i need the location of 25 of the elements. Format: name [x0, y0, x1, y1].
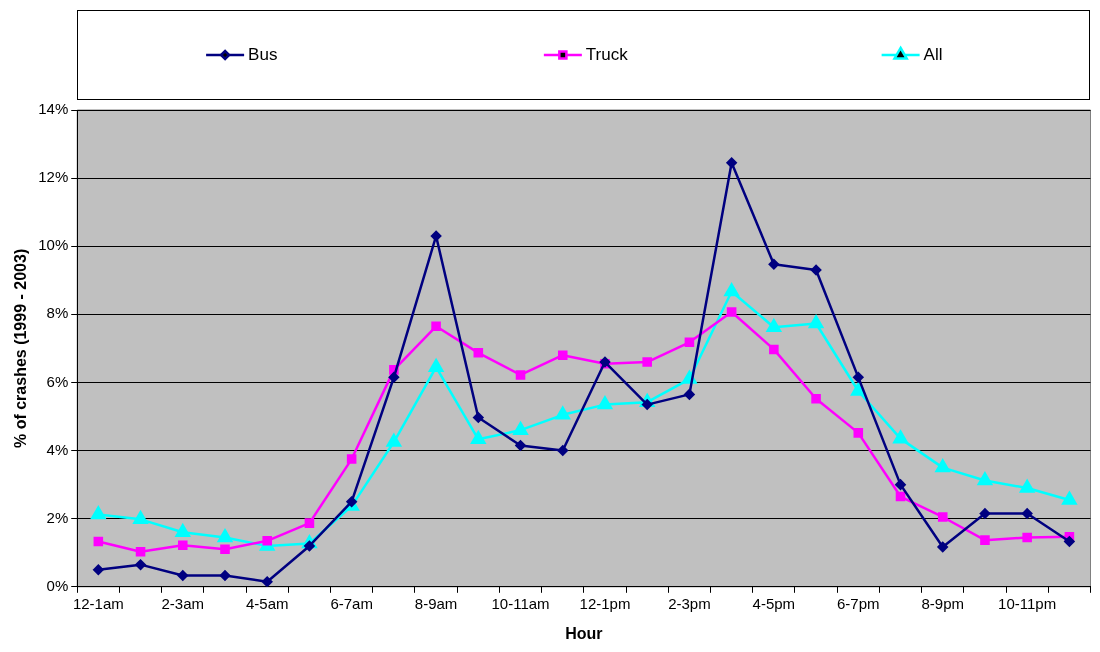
x-tick-label: 2-3pm: [668, 594, 711, 612]
x-tick-label: 4-5am: [245, 594, 289, 612]
x-tick-label: 10-11pm: [998, 594, 1057, 612]
legend-label: All: [923, 44, 943, 64]
y-tick-label: 4%: [46, 440, 69, 458]
y-tick-label: 2%: [46, 508, 69, 526]
x-tick-label: 12-1am: [72, 594, 124, 612]
x-axis-title: Hour: [565, 624, 603, 642]
x-tick-label: 6-7pm: [837, 594, 880, 612]
legend-label: Bus: [248, 44, 278, 64]
y-tick-label: 8%: [46, 304, 69, 322]
x-tick-label: 4-5pm: [752, 594, 796, 612]
x-tick-label: 8-9pm: [921, 594, 964, 612]
y-tick-label: 10%: [38, 236, 69, 254]
y-tick-label: 14%: [38, 100, 69, 118]
x-tick-label: 6-7am: [330, 594, 373, 612]
y-tick-label: 12%: [38, 168, 69, 186]
x-tick-label: 8-9am: [414, 594, 458, 612]
x-tick-label: 2-3am: [161, 594, 205, 612]
y-tick-label: 0%: [46, 576, 69, 594]
y-axis-title: % of crashes (1999 - 2003): [12, 248, 30, 449]
x-tick-label: 10-11am: [491, 594, 550, 612]
legend-label: Truck: [585, 44, 629, 64]
x-tick-label: 12-1pm: [579, 594, 631, 612]
y-tick-label: 6%: [46, 372, 69, 390]
